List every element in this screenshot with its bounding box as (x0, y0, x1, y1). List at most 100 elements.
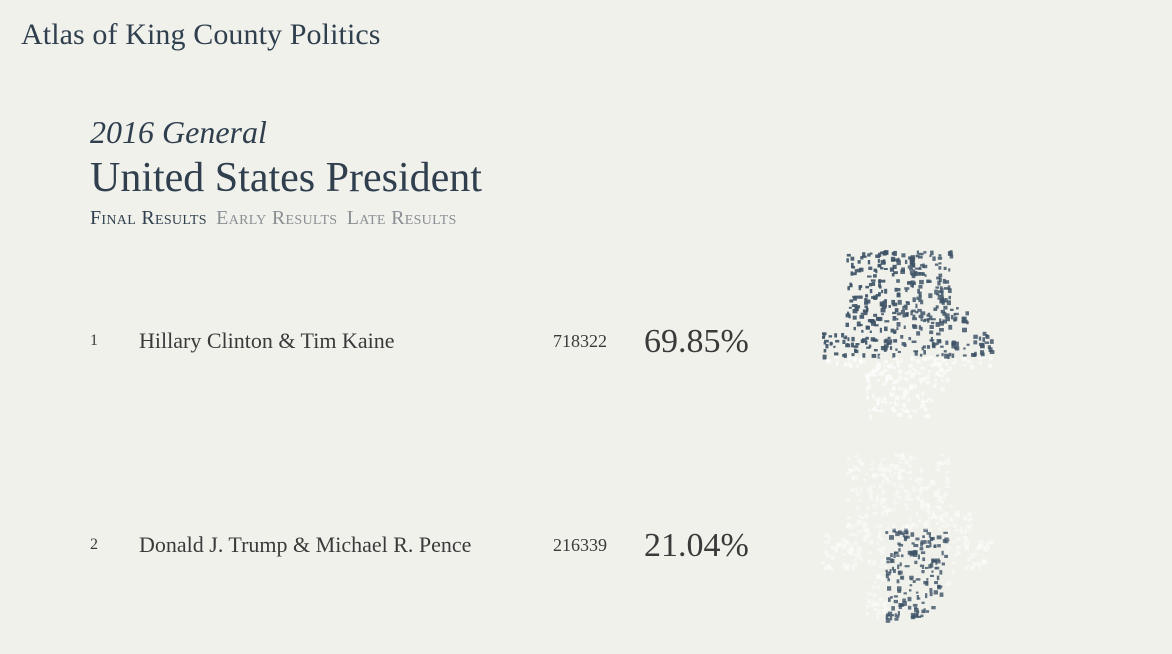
precinct-mark (846, 526, 849, 529)
precinct-mark (883, 344, 889, 348)
precinct-mark (868, 371, 874, 377)
precinct-mark (893, 501, 898, 505)
precinct-mark (887, 336, 891, 340)
site-title[interactable]: Atlas of King County Politics (21, 18, 381, 51)
precinct-mark (844, 539, 848, 544)
precinct-mark (963, 541, 967, 546)
precinct-mark (915, 311, 919, 314)
precinct-mark (880, 346, 886, 351)
precinct-mark (892, 499, 896, 502)
precinct-mark (892, 508, 896, 512)
precinct-mark (910, 310, 913, 316)
precinct-mark (945, 378, 950, 383)
tab-late-results[interactable]: Late Results (346, 207, 457, 229)
precinct-mark (909, 498, 914, 502)
precinct-mark (885, 531, 889, 534)
precinct-mark (935, 372, 940, 377)
precinct-mark (892, 380, 897, 385)
precinct-mark (873, 374, 877, 377)
precinct-mark (931, 513, 936, 519)
precinct-mark (947, 354, 950, 359)
precinct-mark (854, 540, 858, 543)
precinct-mark (891, 566, 895, 571)
precinct-mark (890, 596, 893, 599)
precinct-mark (945, 340, 949, 345)
precinct-mark (910, 373, 915, 378)
precinct-mark (834, 333, 838, 338)
precinct-mark (923, 608, 926, 613)
precinct-mark (867, 319, 870, 323)
precinct-mark (913, 384, 917, 388)
precinct-mark (920, 264, 924, 267)
precinct-mark (939, 461, 943, 466)
precinct-mark (869, 539, 874, 545)
precinct-mark (912, 269, 916, 274)
precinct-mark (924, 400, 928, 403)
precinct-mark (886, 512, 889, 516)
precinct-mark (891, 558, 893, 562)
precinct-mark (920, 366, 926, 370)
precinct-mark (885, 369, 888, 372)
precinct-mark (895, 531, 900, 537)
precinct-mark (866, 307, 869, 313)
precinct-mark (925, 381, 930, 385)
precinct-mark (935, 506, 941, 509)
precinct-mark (886, 526, 890, 530)
precinct-mark (916, 477, 920, 482)
precinct-mark (896, 327, 899, 331)
precinct-mark (856, 305, 861, 309)
precinct-mark (964, 529, 968, 534)
precinct-mark (897, 542, 901, 545)
precinct-mark (912, 314, 916, 319)
precinct-mark (842, 354, 845, 357)
precinct-mark (898, 530, 902, 535)
precinct-mark (868, 560, 872, 566)
precinct-mark (852, 272, 857, 276)
precinct-mark (848, 355, 852, 360)
precinct-mark (846, 523, 851, 527)
precinct-mark (851, 475, 855, 480)
precinct-mark (875, 497, 880, 503)
precinct-mark (883, 558, 887, 561)
precinct-mark (922, 356, 928, 361)
precinct-mark (822, 354, 827, 360)
precinct-mark (865, 534, 870, 538)
precinct-mark (865, 374, 870, 379)
precinct-mark (922, 376, 927, 382)
precinct-mark (936, 494, 940, 498)
precinct-mark (854, 295, 860, 299)
precinct-mark (894, 617, 899, 621)
precinct-mark (962, 354, 967, 357)
precinct-mark (864, 305, 868, 309)
precinct-mark (883, 349, 887, 352)
precinct-mark (942, 520, 946, 524)
precinct-mark (919, 468, 924, 473)
precinct-mark (899, 562, 902, 567)
precinct-mark (918, 285, 923, 289)
precinct-mark (905, 495, 911, 501)
precinct-mark (912, 410, 917, 413)
precinct-mark (963, 515, 966, 520)
precinct-mark (910, 616, 916, 620)
precinct-mark (858, 554, 862, 560)
precinct-mark (911, 355, 915, 361)
precinct-mark (978, 342, 984, 346)
precinct-mark (939, 500, 944, 503)
precinct-mark (882, 612, 886, 616)
precinct-mark (921, 570, 925, 574)
precinct-mark (824, 339, 829, 343)
precinct-mark (826, 359, 832, 364)
precinct-mark (882, 505, 885, 510)
precinct-mark (896, 288, 901, 292)
precinct-mark (845, 313, 851, 318)
precinct-mark (932, 256, 936, 261)
precinct-mark (944, 313, 950, 319)
precinct-mark (910, 612, 915, 618)
tab-early-results[interactable]: Early Results (216, 207, 338, 229)
tab-final-results[interactable]: Final Results (90, 207, 207, 229)
precinct-mark (903, 536, 907, 542)
precinct-mark (909, 584, 913, 587)
precinct-mark (967, 512, 972, 517)
precinct-mark (937, 584, 940, 589)
precinct-mark (938, 374, 942, 377)
